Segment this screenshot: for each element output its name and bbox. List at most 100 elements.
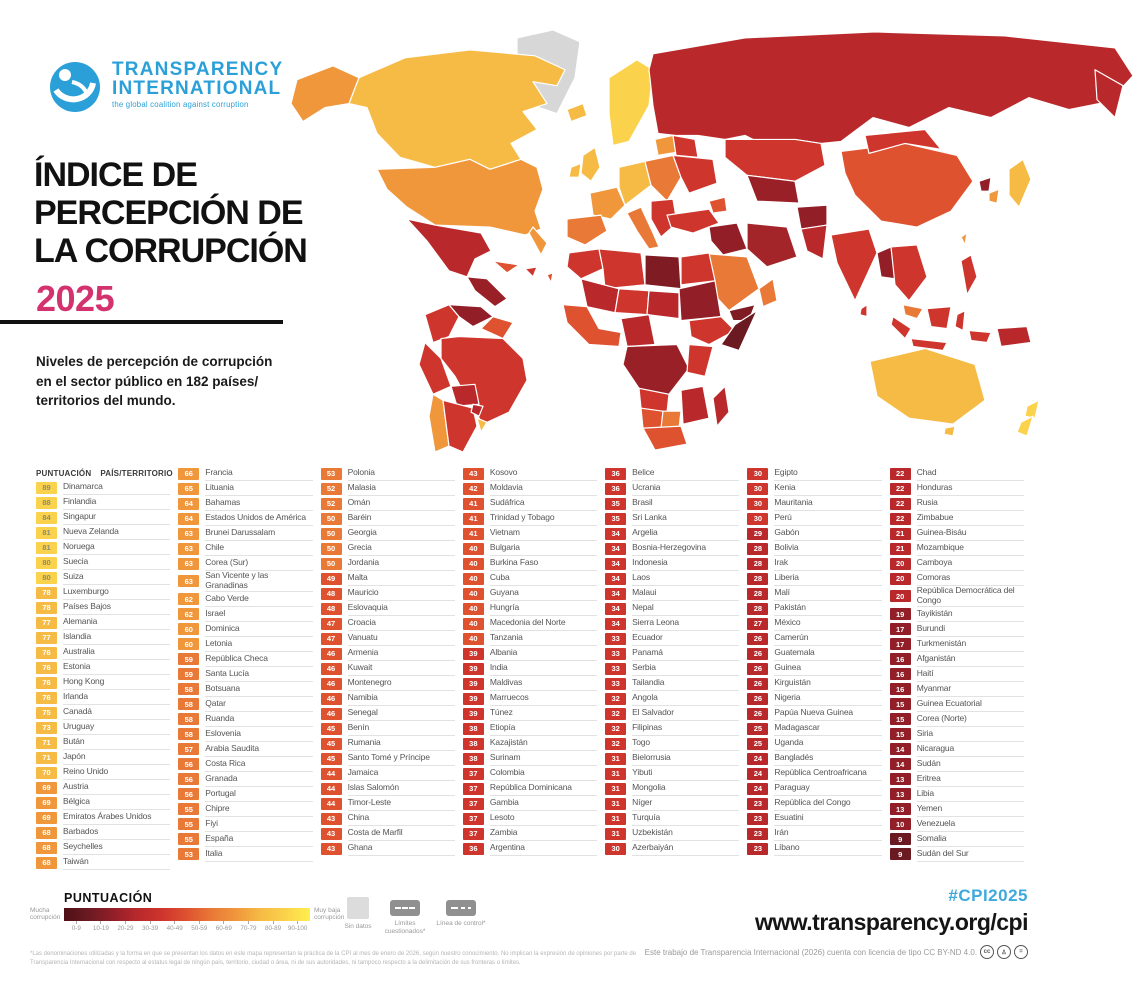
country-name: Francia [205, 466, 313, 481]
country-row: 47 Vanuatu [320, 631, 455, 646]
country-row: 34 Sierra Leona [605, 616, 740, 631]
line-of-control-icon [446, 900, 476, 916]
score-chip: 60 [178, 623, 200, 636]
map-botswana [660, 410, 682, 429]
map-somalia [720, 310, 758, 352]
score-chip: 69 [36, 781, 57, 794]
country-row: 38 Kazajistán [462, 736, 598, 751]
country-name: Barbados [63, 825, 171, 840]
country-row: 23 Esuatini [747, 811, 882, 826]
country-column-5: 36 Belice 36 Ucrania 35 Brasil 35 Sri Lanka 34 Ar… [605, 460, 740, 870]
country-row: 26 Guatemala [747, 646, 882, 661]
country-name: Yibuti [632, 766, 740, 781]
map-bolivia [450, 383, 480, 407]
country-name: Togo [632, 736, 740, 751]
score-chip: 20 [889, 590, 911, 603]
score-chip: 56 [178, 773, 200, 786]
score-chip: 76 [36, 676, 57, 689]
country-name: Noruega [63, 540, 171, 555]
country-row: 24 Paraguay [747, 781, 882, 796]
country-row: 28 Bolivia [747, 541, 882, 556]
country-name: Malaui [632, 586, 740, 601]
score-chip: 25 [747, 722, 769, 735]
country-row: 68 Barbados [36, 825, 171, 840]
country-name: Seychelles [63, 840, 171, 855]
country-row: 46 Montenegro [320, 676, 455, 691]
country-row: 28 Malí [747, 586, 882, 601]
country-name: Vietnam [489, 526, 598, 541]
map-indochina [890, 244, 928, 302]
score-chip: 26 [747, 662, 769, 675]
score-chip: 15 [889, 728, 911, 741]
country-row: 26 Guinea [747, 661, 882, 676]
score-chip: 33 [605, 632, 627, 645]
score-chip: 75 [36, 706, 57, 719]
map-taiwan [960, 232, 968, 246]
country-name: Albania [489, 646, 598, 661]
map-russia [648, 31, 1134, 147]
country-name: Dinamarca [63, 480, 171, 495]
score-chip: 37 [462, 812, 484, 825]
country-row: 22 Chad [889, 466, 1024, 481]
country-name: Burkina Faso [489, 556, 598, 571]
country-name: Maldivas [489, 676, 598, 691]
country-row: 23 Irán [747, 826, 882, 841]
country-name: Nueva Zelanda [63, 525, 171, 540]
country-name: Zambia [489, 826, 598, 841]
map-mexico [406, 218, 492, 278]
score-chip: 28 [747, 587, 769, 600]
country-row: 31 Bielorrusia [605, 751, 740, 766]
country-row: 44 Timor-Leste [320, 796, 455, 811]
country-name: Singapur [63, 510, 171, 525]
country-row: 88 Finlandia [36, 495, 171, 510]
country-row: 81 Noruega [36, 540, 171, 555]
country-row: 75 Canadá [36, 705, 171, 720]
country-row: 76 Estonia [36, 660, 171, 675]
country-name: Sierra Leona [632, 616, 740, 631]
country-name: Ecuador [632, 631, 740, 646]
score-chip: 22 [889, 497, 911, 510]
country-name: Brunei Darussalam [205, 526, 313, 541]
transparency-international-logo: TRANSPARENCY INTERNATIONAL the global co… [48, 60, 283, 114]
map-japan [1008, 158, 1032, 208]
country-row: 40 Tanzania [462, 631, 598, 646]
score-chip: 34 [605, 542, 627, 555]
score-chip: 43 [320, 812, 342, 825]
country-name: Filipinas [632, 721, 740, 736]
country-name: Fiyi [205, 817, 313, 832]
country-name: Santo Tomé y Príncipe [347, 751, 455, 766]
country-row: 58 Botsuana [178, 682, 313, 697]
country-name: Bangladés [774, 751, 882, 766]
score-chip: 44 [320, 767, 342, 780]
country-name: Paraguay [774, 781, 882, 796]
score-chip: 40 [462, 557, 484, 570]
country-name: Guinea-Bisáu [916, 526, 1024, 541]
score-chip: 46 [320, 707, 342, 720]
map-florida [528, 226, 548, 256]
website-url-link[interactable]: www.transparency.org/cpi [754, 909, 1029, 935]
score-chip: 52 [320, 482, 342, 495]
country-name: República Checa [205, 652, 313, 667]
country-row: 62 Israel [178, 607, 313, 622]
score-chip: 28 [747, 542, 769, 555]
map-madagascar [712, 385, 730, 427]
country-column-3: 53 Polonia 52 Malasia 52 Omán 50 Baréin 50 Georgi… [320, 460, 455, 870]
map-chad [646, 290, 680, 320]
score-chip: 22 [889, 512, 911, 525]
map-uruguay [476, 417, 488, 433]
map-borneo [926, 306, 952, 330]
score-chip: 30 [747, 497, 769, 510]
score-chip: 38 [462, 752, 484, 765]
country-row: 34 Nepal [605, 601, 740, 616]
score-chip: 57 [178, 743, 200, 756]
country-name: Bosnia-Herzegovina [632, 541, 740, 556]
score-chip: 50 [320, 527, 342, 540]
country-row: 30 Perú [747, 511, 882, 526]
hashtag-link[interactable]: #CPI2025 [948, 886, 1028, 905]
score-chip: 34 [605, 557, 627, 570]
country-row: 34 Malaui [605, 586, 740, 601]
score-chip: 76 [36, 661, 57, 674]
map-disclaimer: *Las denominaciones utilizadas y la form… [30, 951, 637, 967]
country-row: 46 Armenia [320, 646, 455, 661]
country-row: 29 Gabón [747, 526, 882, 541]
